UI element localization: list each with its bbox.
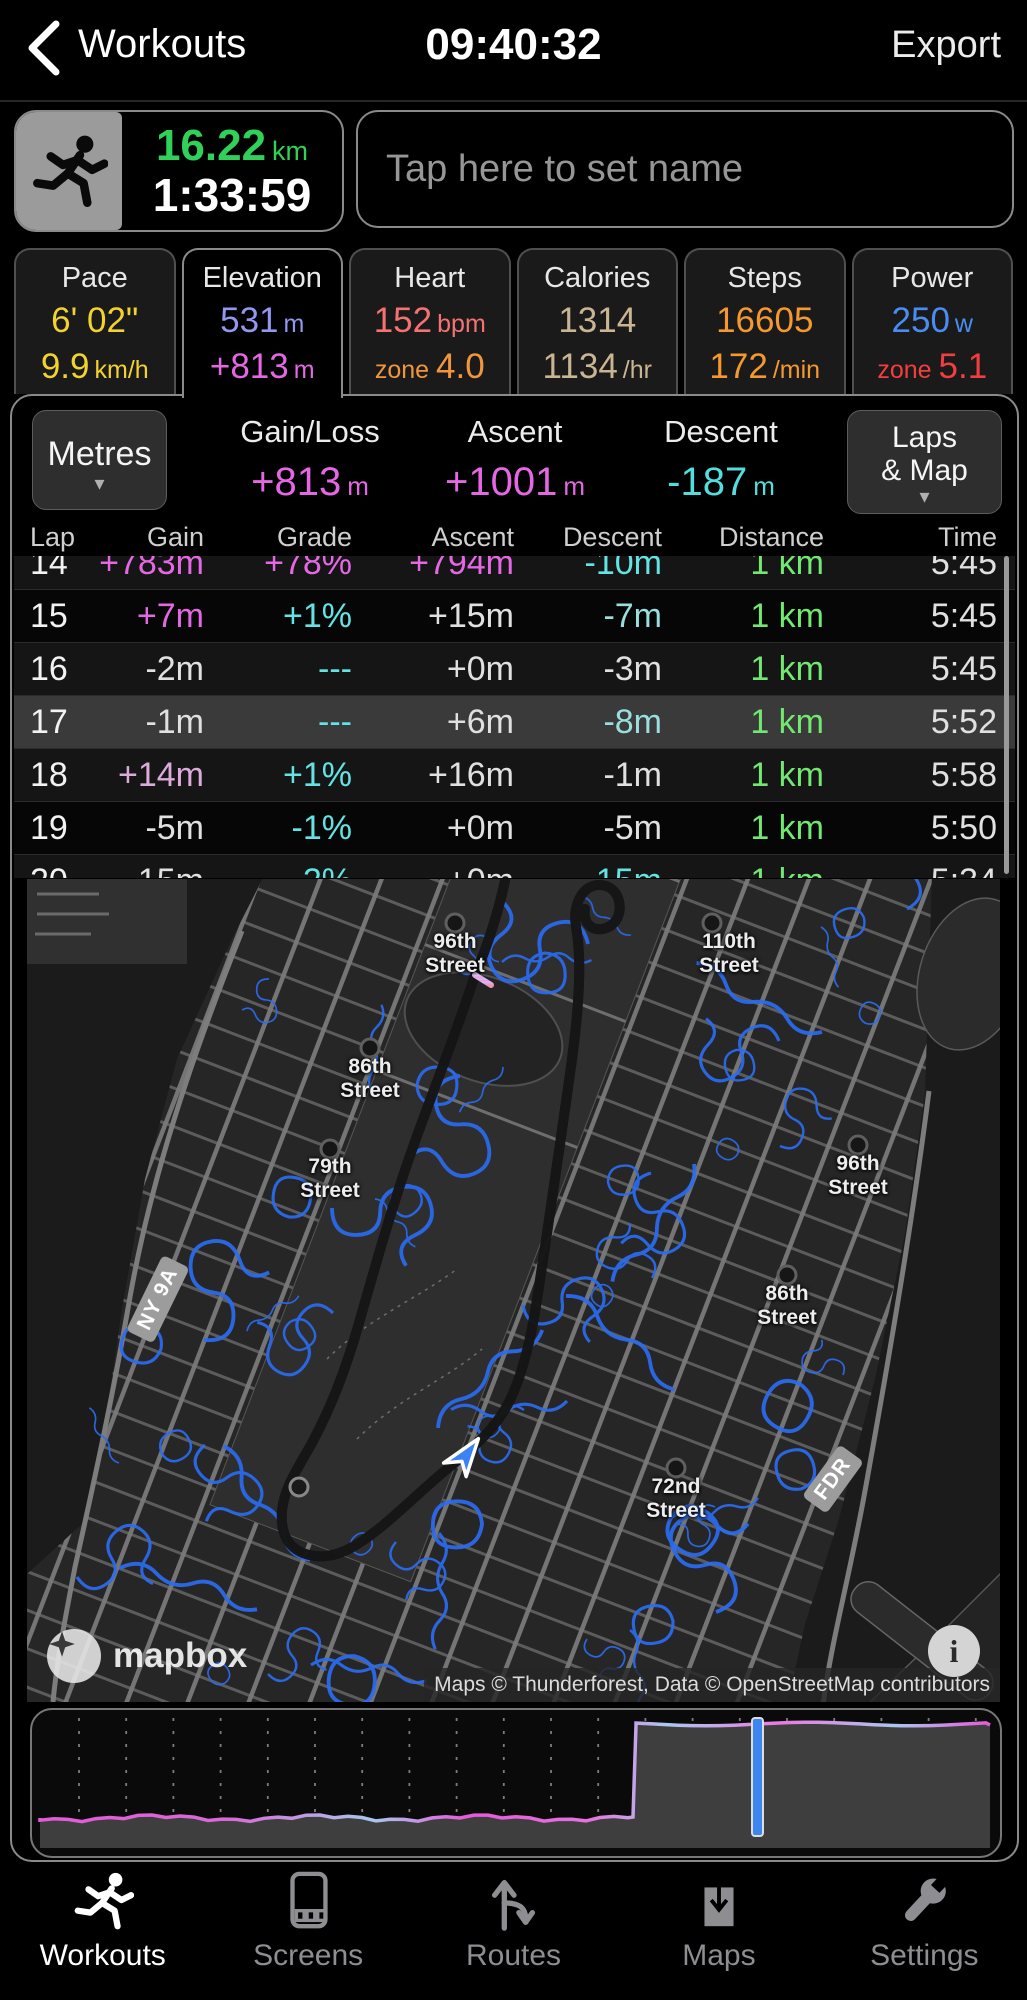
- park-paths: [326, 1268, 483, 1440]
- chevron-down-icon: ▾: [94, 473, 105, 495]
- workout-name-input[interactable]: [356, 110, 1014, 228]
- mapbox-star-icon: [49, 1631, 75, 1657]
- watch-screen-icon: [290, 1871, 328, 1929]
- running-icon: [16, 112, 122, 230]
- street-marker-dot: [359, 1037, 381, 1059]
- street-marker-dot: [701, 912, 723, 934]
- street-label-110th-street: 110th Street: [699, 930, 759, 977]
- chevron-down-icon: ▾: [919, 486, 930, 508]
- ascent-stat: Ascent +1001 m: [444, 414, 586, 504]
- workout-time-title: 09:40:32: [425, 20, 602, 69]
- tabbar-item-maps[interactable]: Maps: [616, 1862, 821, 2000]
- street-label-96th-street-e: 96th Street: [828, 1152, 888, 1199]
- mapbox-logo[interactable]: mapbox: [47, 1629, 247, 1683]
- stat-tabs: Pace 6' 02" 9.9 km/h Elevation 531 m +813 m He…: [14, 248, 1013, 398]
- map-download-icon: [704, 1871, 734, 1927]
- back-button-label[interactable]: Workouts: [78, 22, 247, 66]
- tab-elevation[interactable]: Elevation 531 m +813 m: [181, 248, 343, 398]
- duration-value: 1:33:59: [152, 168, 312, 221]
- tab-heart[interactable]: Heart 152 bpm zone 4.0: [349, 248, 511, 394]
- street-marker-dot: [847, 1134, 869, 1156]
- table-scrollbar[interactable]: [1004, 556, 1009, 874]
- nj-piers: [27, 879, 187, 964]
- route-track: [282, 879, 620, 1556]
- lap-table-header: Lap Gain Grade Ascent Descent Distance Time: [30, 522, 997, 552]
- lap-table[interactable]: 14 +783m +78% +794m -10m 1 km 5:45 15 +7m +1% +15m…: [14, 556, 1015, 878]
- lap-row-17[interactable]: 17 -1m --- +6m -8m 1 km 5:52: [14, 695, 1015, 748]
- descent-stat: Descent -187 m: [664, 414, 778, 504]
- branching-route-icon: [491, 1879, 535, 1931]
- elevation-profile-chart[interactable]: [30, 1708, 1002, 1858]
- tab-steps[interactable]: Steps 16605 172 /min: [684, 248, 846, 394]
- chart-scrubber[interactable]: [751, 1717, 764, 1837]
- bottom-tab-bar: Workouts Screens Routes Maps: [0, 1862, 1027, 2000]
- elevation-line: [38, 1720, 991, 1824]
- map-attribution[interactable]: Maps © Thunderforest, Data © OpenStreetM…: [424, 1668, 1000, 1702]
- street-label-86th-street-w: 86th Street: [340, 1055, 400, 1102]
- fdr-drive: [820, 1090, 932, 1702]
- back-chevron-icon[interactable]: [22, 18, 62, 78]
- divider: [0, 100, 1027, 102]
- street-marker-dot: [319, 1138, 341, 1160]
- street-label-79th-street: 79th Street: [300, 1155, 360, 1202]
- street-marker-dot: [665, 1457, 687, 1479]
- tab-pace[interactable]: Pace 6' 02" 9.9 km/h: [14, 248, 176, 394]
- tabbar-item-workouts[interactable]: Workouts: [0, 1862, 205, 2000]
- street-label-96th-street-nw: 96th Street: [425, 930, 485, 977]
- lap-row-20[interactable]: 20-15m-2%+0m-15m1 km5:34: [14, 854, 1015, 878]
- map-canvas: [27, 879, 1000, 1702]
- lap-row-15[interactable]: 15 +7m +1% +15m -7m 1 km 5:45: [14, 589, 1015, 642]
- workout-summary-tile[interactable]: 16.22 km 1:33:59: [14, 110, 344, 232]
- street-label-86th-street-e: 86th Street: [757, 1282, 817, 1329]
- lap-row-14[interactable]: 14 +783m +78% +794m -10m 1 km 5:45: [14, 556, 1015, 589]
- route-map[interactable]: 96th Street 110th Street 86th Street 79th Stree…: [27, 879, 1000, 1702]
- units-dropdown[interactable]: Metres ▾: [32, 410, 167, 510]
- wards-island: [916, 897, 1000, 1051]
- nav-bar: Workouts 09:40:32 Export: [0, 0, 1027, 102]
- runner-icon: [74, 1872, 134, 1930]
- elevation-panel: Metres ▾ Gain/Loss +813 m Ascent +1001 m D…: [10, 394, 1019, 1862]
- wrench-icon: [905, 1874, 950, 1921]
- tabbar-item-routes[interactable]: Routes: [411, 1862, 616, 2000]
- export-button[interactable]: Export: [891, 24, 1001, 66]
- elevation-area: [40, 1722, 990, 1848]
- street-marker-dot: [444, 912, 466, 934]
- tabbar-item-screens[interactable]: Screens: [205, 1862, 410, 2000]
- lap-row-16[interactable]: 16 -2m --- +0m -3m 1 km 5:45: [14, 642, 1015, 695]
- tabbar-item-settings[interactable]: Settings: [822, 1862, 1027, 2000]
- east-river: [788, 879, 1000, 1702]
- hudson-river: [27, 879, 263, 1574]
- columbus-circle: [288, 1476, 310, 1498]
- westside-highway: [50, 930, 245, 1702]
- lap-row-18[interactable]: 18 +14m +1% +16m -1m 1 km 5:58: [14, 748, 1015, 801]
- lap-row-19[interactable]: 19 -5m -1% +0m -5m 1 km 5:50: [14, 801, 1015, 854]
- laps-map-dropdown[interactable]: Laps & Map ▾: [847, 410, 1002, 514]
- tab-power[interactable]: Power 250 w zone 5.1: [851, 248, 1013, 394]
- distance-value: 16.22 km: [155, 120, 309, 170]
- street-label-72nd-street: 72nd Street: [646, 1475, 706, 1522]
- tab-calories[interactable]: Calories 1314 1134 /hr: [516, 248, 678, 394]
- info-icon[interactable]: i: [928, 1625, 980, 1677]
- location-arrow-icon: [441, 1436, 481, 1479]
- gain-loss-stat: Gain/Loss +813 m: [240, 414, 380, 504]
- street-marker-dot: [776, 1264, 798, 1286]
